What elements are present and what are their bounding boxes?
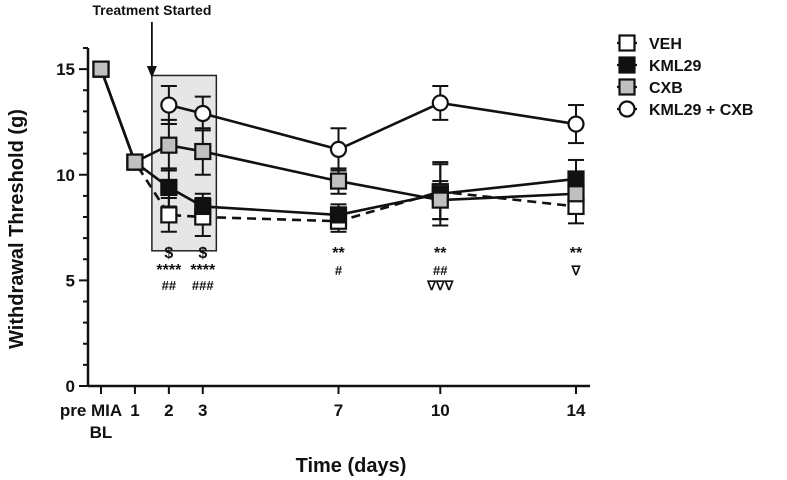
data-point-series-2 <box>431 191 449 209</box>
legend-marker-1 <box>618 56 636 74</box>
significance-mark: ### <box>192 278 214 293</box>
significance-mark: $ <box>198 245 207 262</box>
x-tick-label: 7 <box>334 401 343 420</box>
y-tick-label: 10 <box>56 166 75 185</box>
legend: VEH KML29 CXB KML29 + CXB <box>617 34 753 119</box>
legend-label-0: VEH <box>649 36 682 53</box>
data-point-series-3 <box>567 115 585 133</box>
data-point-series-2 <box>329 172 348 190</box>
data-point-series-3 <box>329 140 348 158</box>
legend-label-2: CXB <box>649 80 683 97</box>
data-point-series-3 <box>194 104 212 123</box>
y-tick-label: 5 <box>66 271 75 290</box>
axes-layer: 0 5 10 15 pre MIA BL 1 2 3 7 10 14 Time (days) Withdr… <box>6 47 590 477</box>
significance-mark: ## <box>162 278 177 293</box>
significance-mark: ** <box>332 245 345 262</box>
x-tick-label-line2: BL <box>90 423 113 442</box>
data-point-series-3 <box>160 96 178 114</box>
series-line-3 <box>168 101 577 151</box>
data-point-series-2 <box>567 185 585 203</box>
treatment-started-label: Treatment Started <box>92 2 211 18</box>
legend-marker-3 <box>618 100 636 118</box>
y-tick-label: 15 <box>56 60 75 79</box>
significance-mark: ∇ <box>571 263 582 278</box>
significance-mark: **** <box>156 262 182 279</box>
significance-mark: # <box>335 263 343 278</box>
y-tick-label: 0 <box>66 377 75 396</box>
data-point-series-2 <box>194 142 212 161</box>
x-tick-label: 2 <box>164 401 173 420</box>
legend-label-1: KML29 <box>649 58 702 75</box>
significance-mark: ** <box>434 245 447 262</box>
data-point-series-0 <box>160 206 178 224</box>
significance-mark: ∇∇∇ <box>426 278 454 293</box>
significance-mark: ## <box>433 263 448 278</box>
annotations-layer: Treatment Started$****##$****###**#**##∇… <box>92 2 583 293</box>
significance-mark: ** <box>570 245 583 262</box>
x-tick-label: 14 <box>567 401 586 420</box>
legend-marker-0 <box>618 34 636 52</box>
data-point-series-1 <box>194 197 212 216</box>
x-tick-label: 10 <box>431 401 450 420</box>
x-tick-label: 3 <box>198 401 207 420</box>
legend-label-3: KML29 + CXB <box>649 102 753 119</box>
data-point-series-2 <box>160 136 178 154</box>
data-point-series-1 <box>567 170 585 188</box>
data-point-series-1 <box>329 206 348 224</box>
x-axis-title: Time (days) <box>296 455 407 477</box>
x-tick-label: pre MIA <box>60 401 122 420</box>
error-bars-layer <box>160 85 584 238</box>
treatment-arrow-head <box>146 66 157 78</box>
data-point-series-1 <box>160 178 178 197</box>
x-tick-label: 1 <box>130 401 139 420</box>
legend-marker-2 <box>618 78 636 96</box>
data-point-series-3 <box>431 94 449 112</box>
data-point-series-2 <box>126 153 144 171</box>
data-point-series-2 <box>92 60 110 78</box>
significance-mark: $ <box>164 245 173 262</box>
markers-layer <box>92 60 585 230</box>
y-axis-title: Withdrawal Threshold (g) <box>6 109 28 349</box>
significance-mark: **** <box>190 262 216 279</box>
